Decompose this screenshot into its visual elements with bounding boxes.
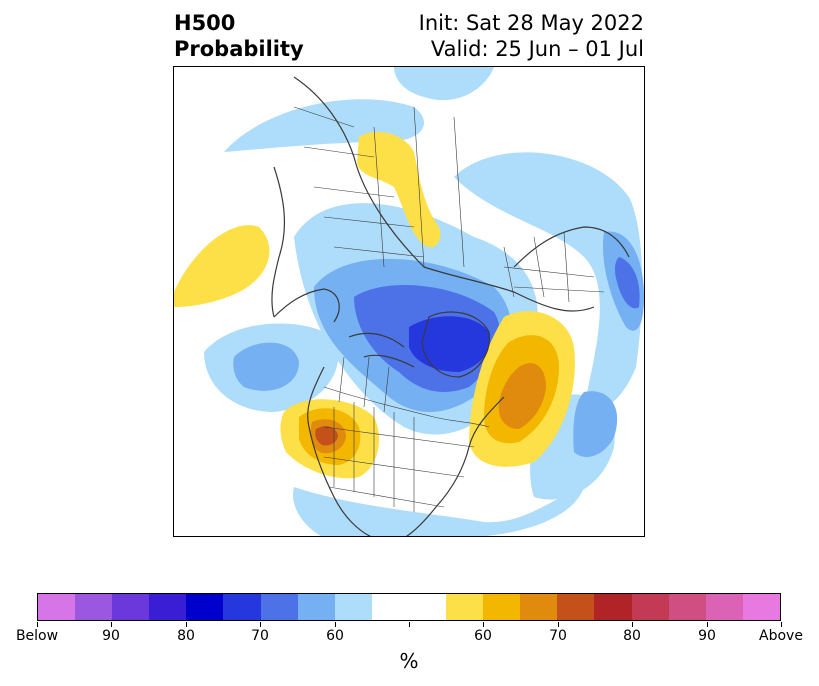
colorbar-segment bbox=[483, 594, 521, 620]
title-right: Init: Sat 28 May 2022 Valid: 25 Jun – 01… bbox=[419, 10, 644, 62]
colorbar-segment bbox=[520, 594, 558, 620]
colorbar-tick bbox=[186, 622, 187, 627]
probability-map bbox=[174, 67, 644, 536]
variable-subtitle: Probability bbox=[174, 37, 304, 61]
colorbar-tick-label: Below bbox=[15, 628, 59, 644]
colorbar-tick bbox=[632, 622, 633, 627]
below-75-contours bbox=[409, 316, 490, 372]
colorbar bbox=[37, 593, 781, 621]
colorbar-segment bbox=[260, 594, 298, 620]
init-date: Init: Sat 28 May 2022 bbox=[418, 11, 644, 35]
below-60-pacific bbox=[233, 342, 299, 391]
colorbar-segment bbox=[112, 594, 150, 620]
north-america-east-coast bbox=[405, 396, 505, 536]
colorbar-tick bbox=[558, 622, 559, 627]
asia-east-coast bbox=[271, 166, 286, 318]
colorbar-segment bbox=[705, 594, 743, 620]
colorbar-segment bbox=[446, 594, 484, 620]
colorbar-segment bbox=[38, 594, 76, 620]
us-canada-border bbox=[323, 386, 490, 428]
colorbar-segment bbox=[631, 594, 669, 620]
colorbar-tick-label: 60 bbox=[474, 628, 492, 644]
colorbar-tick bbox=[335, 622, 336, 627]
canada-province-lines bbox=[338, 356, 390, 413]
below-55-south bbox=[293, 487, 584, 536]
colorbar-tick bbox=[781, 622, 782, 627]
eurasia-coast bbox=[293, 76, 595, 312]
us-state-lines bbox=[323, 402, 475, 512]
colorbar-segment bbox=[186, 594, 224, 620]
below-60-ne bbox=[573, 391, 618, 457]
above-65-atlantic bbox=[498, 363, 546, 429]
europe-coast bbox=[513, 226, 630, 268]
canada-arctic-islands bbox=[348, 332, 415, 368]
alaska-coast bbox=[273, 288, 340, 323]
colorbar-tick bbox=[707, 622, 708, 627]
colorbar-tick bbox=[111, 622, 112, 627]
coastlines bbox=[271, 76, 630, 536]
below-55-top-center bbox=[394, 67, 494, 101]
colorbar-tick-label: 90 bbox=[698, 628, 716, 644]
above-70-west-us bbox=[315, 426, 338, 446]
below-75-core bbox=[409, 316, 490, 372]
colorbar-tick bbox=[37, 622, 38, 627]
colorbar-unit-label: % bbox=[399, 649, 419, 673]
colorbar-tick-label: 60 bbox=[326, 628, 344, 644]
colorbar-tick bbox=[483, 622, 484, 627]
title-left: H500 Probability bbox=[174, 10, 304, 62]
russia-regions bbox=[293, 106, 465, 268]
colorbar-segment bbox=[334, 594, 372, 620]
colorbar-segment bbox=[75, 594, 113, 620]
above-55-siberia bbox=[357, 132, 441, 248]
valid-date: Valid: 25 Jun – 01 Jul bbox=[430, 37, 644, 61]
above-normal-contours bbox=[174, 132, 575, 479]
colorbar-segment bbox=[149, 594, 187, 620]
colorbar-tick bbox=[260, 622, 261, 627]
colorbar-tick-label: 70 bbox=[251, 628, 269, 644]
colorbar-segment bbox=[557, 594, 595, 620]
europe-borders bbox=[503, 231, 605, 303]
colorbar-segment bbox=[742, 594, 780, 620]
colorbar-segment bbox=[594, 594, 632, 620]
colorbar-tick-label: 80 bbox=[177, 628, 195, 644]
greenland-outline bbox=[421, 311, 491, 378]
colorbar-tick-label: 90 bbox=[102, 628, 120, 644]
below-55-europe bbox=[454, 152, 643, 410]
colorbar-tick-label: Above bbox=[759, 628, 803, 644]
colorbar-tick bbox=[409, 622, 410, 627]
above-55-pacific bbox=[174, 225, 270, 307]
colorbar-segment bbox=[668, 594, 706, 620]
colorbar-segment bbox=[223, 594, 261, 620]
colorbar-segment bbox=[371, 594, 447, 620]
below-70-europe bbox=[614, 257, 640, 309]
country-borders bbox=[293, 106, 605, 512]
variable-title: H500 bbox=[174, 11, 236, 35]
colorbar-tick-label: 80 bbox=[623, 628, 641, 644]
map-panel bbox=[173, 66, 645, 537]
north-america-coast bbox=[307, 366, 372, 536]
colorbar-segment bbox=[297, 594, 335, 620]
colorbar-tick-label: 70 bbox=[549, 628, 567, 644]
